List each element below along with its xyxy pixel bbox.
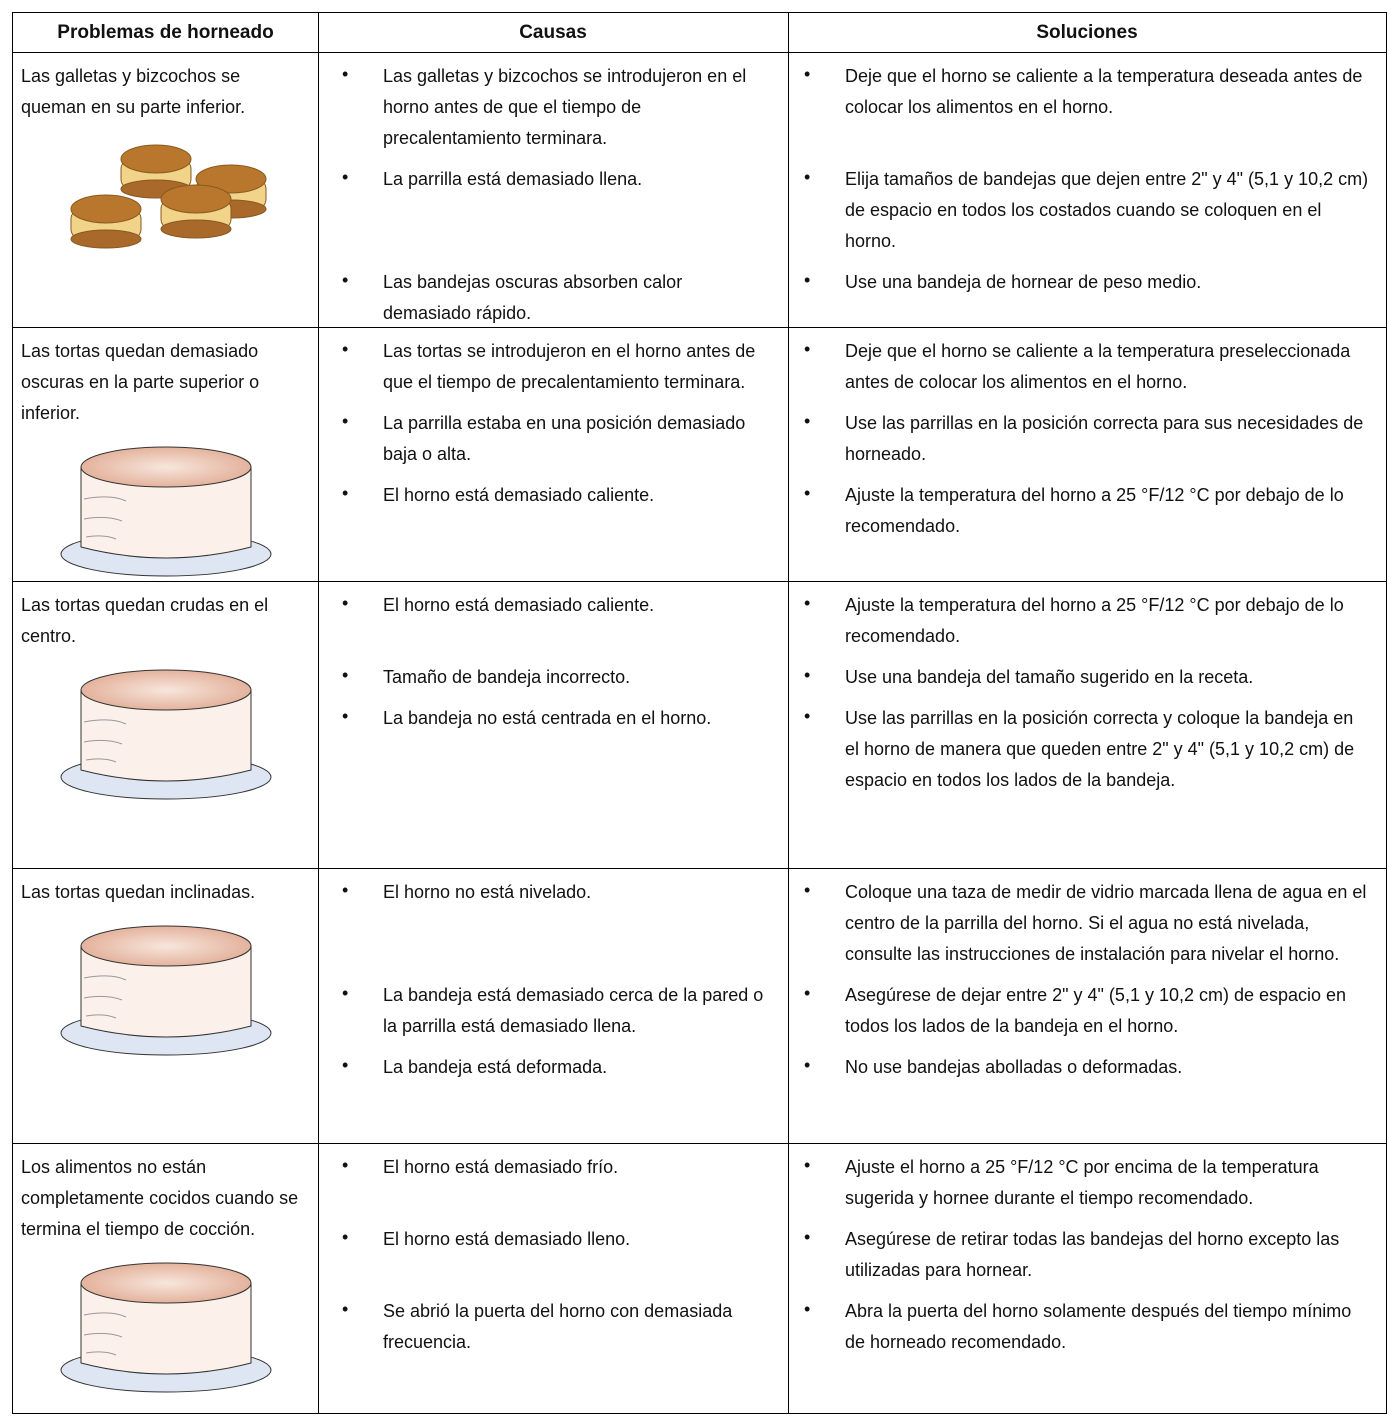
cause-item: La bandeja está demasiado cerca de la pa… — [318, 972, 788, 1044]
cause-item: El horno está demasiado caliente. — [318, 472, 788, 544]
solution-item: Deje que el horno se caliente a la tempe… — [788, 328, 1386, 400]
problem-text: Las galletas y bizcochos se queman en su… — [21, 66, 246, 117]
header-cell: Causas — [519, 21, 587, 43]
cake-illustration — [60, 925, 271, 1056]
solution-item: Coloque una taza de medir de vidrio marc… — [788, 869, 1386, 972]
cause-item: El horno está demasiado caliente. — [318, 582, 788, 654]
solution-item: No use bandejas abolladas o deformadas. — [788, 1044, 1386, 1085]
table-row: Las tortas quedan inclinadas. El horno n… — [13, 869, 1386, 1144]
solution-item: Ajuste la temperatura del horno a 25 °F/… — [788, 472, 1386, 544]
solution-item: Use una bandeja de hornear de peso medio… — [788, 259, 1386, 331]
solution-item: Ajuste el horno a 25 °F/12 °C por encima… — [788, 1144, 1386, 1216]
problem-cell: Las galletas y bizcochos se queman en su… — [13, 53, 318, 331]
cause-item: Las bandejas oscuras absorben calor dema… — [318, 259, 788, 331]
cake-illustration — [60, 446, 271, 577]
problem-cell: Los alimentos no están completamente coc… — [13, 1144, 318, 1413]
header-cell: Soluciones — [1036, 21, 1138, 43]
cause-item: La parrilla estaba en una posición demas… — [318, 400, 788, 472]
cause-item: Tamaño de bandeja incorrecto. — [318, 654, 788, 695]
solution-item: Use una bandeja del tamaño sugerido en l… — [788, 654, 1386, 695]
cause-item: La parrilla está demasiado llena. — [318, 156, 788, 259]
table-row: Los alimentos no están completamente coc… — [13, 1144, 1386, 1414]
cake-illustration — [60, 669, 271, 800]
cause-item: Las galletas y bizcochos se introdujeron… — [318, 53, 788, 156]
cake-illustration — [60, 1262, 271, 1393]
problem-cell: Las tortas quedan inclinadas. — [13, 869, 318, 1143]
problem-text: Las tortas quedan inclinadas. — [21, 882, 256, 902]
solution-item: Deje que el horno se caliente a la tempe… — [788, 53, 1386, 156]
cause-item: La bandeja no está centrada en el horno. — [318, 695, 788, 798]
header-row: Problemas de horneado Causas Soluciones — [13, 13, 1386, 53]
header-cell: Problemas de horneado — [57, 21, 274, 43]
problem-text: Las tortas quedan demasiado oscuras en l… — [21, 341, 260, 423]
table-row: Las tortas quedan crudas en el centro. E… — [13, 582, 1386, 869]
solution-item: Abra la puerta del horno solamente despu… — [788, 1288, 1386, 1360]
cause-item: El horno está demasiado frío. — [318, 1144, 788, 1216]
solution-item: Elija tamaños de bandejas que dejen entr… — [788, 156, 1386, 259]
problem-cell: Las tortas quedan crudas en el centro. — [13, 582, 318, 868]
troubleshooting-table: Problemas de horneado Causas Soluciones … — [12, 12, 1387, 1414]
problem-cell: Las tortas quedan demasiado oscuras en l… — [13, 328, 318, 581]
table-row: Las galletas y bizcochos se queman en su… — [13, 53, 1386, 328]
solution-item: Ajuste la temperatura del horno a 25 °F/… — [788, 582, 1386, 654]
cause-item: Las tortas se introdujeron en el horno a… — [318, 328, 788, 400]
table-row: Las tortas quedan demasiado oscuras en l… — [13, 328, 1386, 582]
solution-item: Use las parrillas en la posición correct… — [788, 695, 1386, 798]
solution-item: Asegúrese de retirar todas las bandejas … — [788, 1216, 1386, 1288]
solution-item: Use las parrillas en la posición correct… — [788, 400, 1386, 472]
cause-item: La bandeja está deformada. — [318, 1044, 788, 1085]
biscuits-illustration — [70, 144, 266, 249]
problem-text: Los alimentos no están completamente coc… — [21, 1157, 299, 1239]
cause-item: Se abrió la puerta del horno con demasia… — [318, 1288, 788, 1360]
problem-text: Las tortas quedan crudas en el centro. — [21, 595, 269, 646]
solution-item: Asegúrese de dejar entre 2" y 4" (5,1 y … — [788, 972, 1386, 1044]
cause-item: El horno no está nivelado. — [318, 869, 788, 972]
cause-item: El horno está demasiado lleno. — [318, 1216, 788, 1288]
